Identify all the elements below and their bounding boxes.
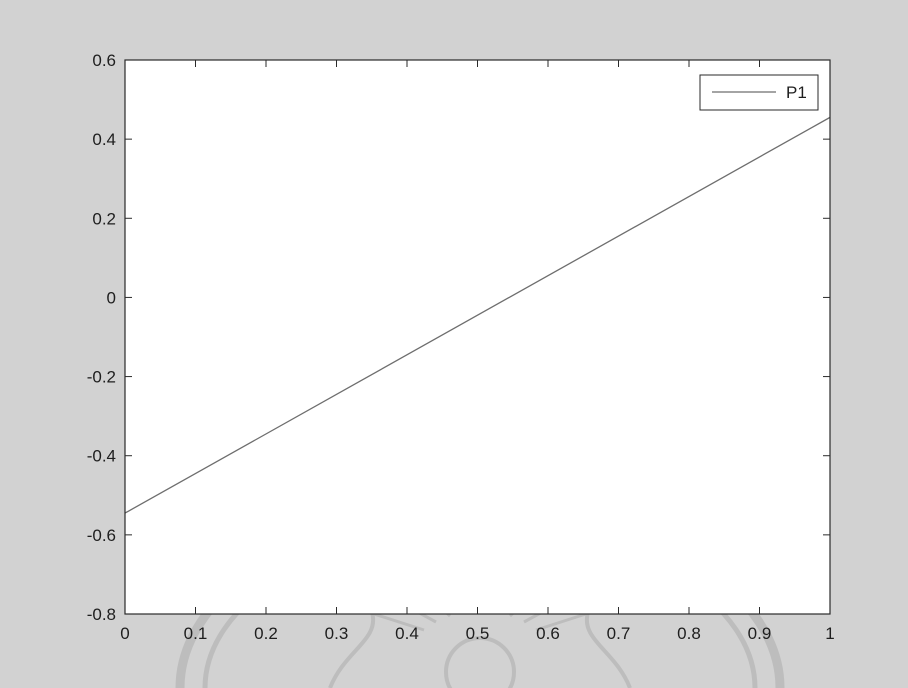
watermark-center — [444, 636, 516, 688]
y-axis-tick-labels: 0.6 0.4 0.2 0 -0.2 -0.4 -0.6 -0.8 — [87, 51, 116, 624]
plot-frame — [124, 59, 831, 615]
x-tick-label: 0.2 — [254, 624, 278, 643]
x-tick-label: 0.3 — [325, 624, 349, 643]
watermark-flame-left — [328, 611, 376, 688]
y-tick-label: -0.2 — [87, 368, 116, 387]
plot-area — [125, 60, 830, 614]
x-tick-label: 1 — [825, 624, 834, 643]
legend-label-p1: P1 — [786, 83, 807, 102]
x-tick-label: 0.7 — [607, 624, 631, 643]
y-tick-label: 0.4 — [92, 130, 116, 149]
series-line-p1 — [124, 116, 831, 514]
x-tick-label: 0.9 — [748, 624, 772, 643]
x-tick-label: 0.4 — [395, 624, 419, 643]
series-layer — [124, 116, 831, 514]
x-tick-label: 0.5 — [466, 624, 490, 643]
y-tick-label: 0.2 — [92, 209, 116, 228]
x-tick-label: 0.6 — [536, 624, 560, 643]
legend: P1 — [699, 74, 819, 111]
y-tick-label: 0 — [107, 288, 116, 307]
y-tick-label: -0.8 — [87, 605, 116, 624]
x-tick-label: 0.8 — [677, 624, 701, 643]
y-tick-label: 0.6 — [92, 51, 116, 70]
y-tick-label: -0.6 — [87, 526, 116, 545]
x-tick-label: 0 — [120, 624, 129, 643]
y-tick-label: -0.4 — [87, 447, 116, 466]
x-tick-label: 0.1 — [184, 624, 208, 643]
watermark-flame-right — [584, 611, 632, 688]
x-axis-tick-labels: 0 0.1 0.2 0.3 0.4 0.5 0.6 0.7 0.8 0.9 1 — [120, 624, 834, 643]
